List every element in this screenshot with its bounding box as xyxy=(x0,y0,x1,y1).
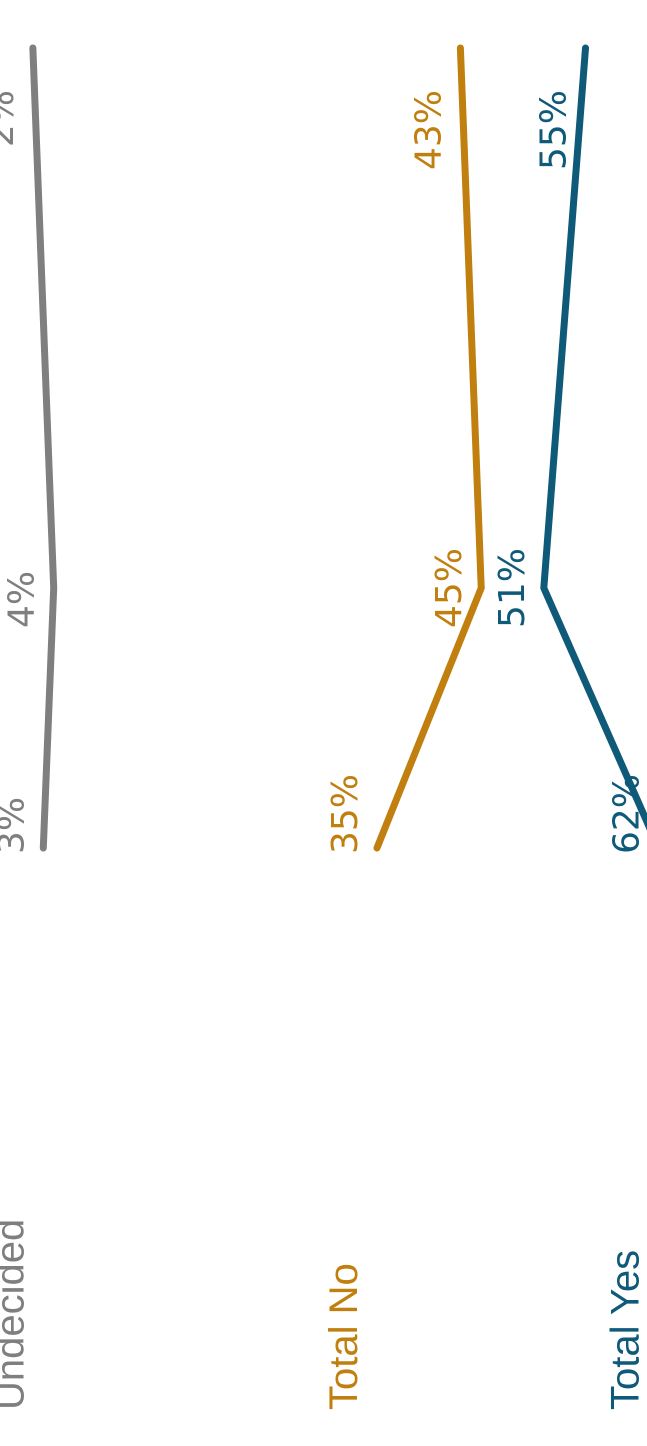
series-name-2: Undecided xyxy=(0,1219,32,1410)
data-label-2-2: 2% xyxy=(0,90,22,147)
series-line-2 xyxy=(29,44,58,852)
data-label-2-0: 3% xyxy=(0,797,32,854)
data-label-2-1: 4% xyxy=(2,571,43,628)
data-label-0-2: 55% xyxy=(534,90,575,170)
series-line-0 xyxy=(540,44,647,831)
series-name-1: Total No xyxy=(322,1263,366,1410)
series-line-1 xyxy=(373,44,485,852)
data-label-1-2: 43% xyxy=(408,90,449,170)
data-label-0-0: 62% xyxy=(607,774,647,854)
data-label-0-1: 51% xyxy=(492,548,533,628)
data-label-1-0: 35% xyxy=(325,774,366,854)
data-label-1-1: 45% xyxy=(429,548,470,628)
series-name-0: Total Yes xyxy=(604,1250,647,1410)
